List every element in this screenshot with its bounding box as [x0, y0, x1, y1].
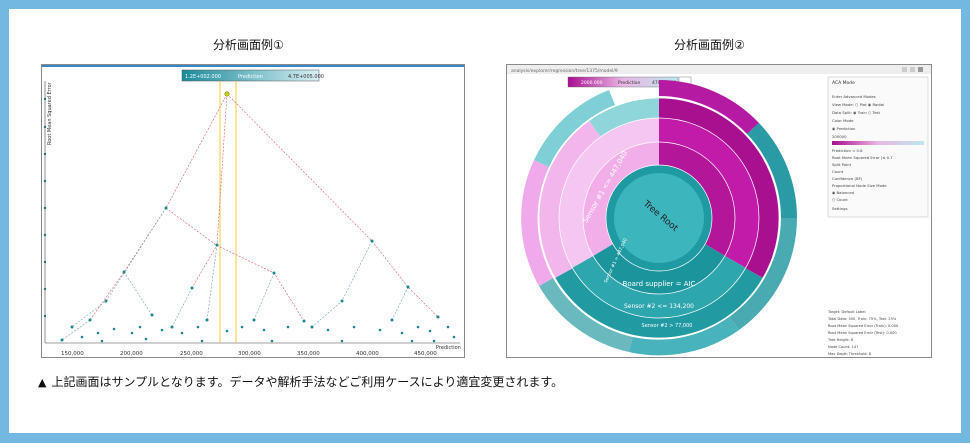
svg-text:2000.000: 2000.000	[581, 80, 603, 86]
sunburst-view: analysis/explorer/regression/tree/1375/m…	[507, 65, 931, 356]
svg-text:○ Count: ○ Count	[832, 197, 848, 202]
tree-nodes	[60, 91, 456, 343]
svg-text:Data Split: ◉ Train ○ Test: Data Split: ◉ Train ○ Test	[832, 110, 881, 115]
svg-text:Max Depth Threshold: 8: Max Depth Threshold: 8	[828, 352, 872, 356]
svg-text:Root Mean Squared Error (Test): Root Mean Squared Error (Test): 0.000	[828, 331, 897, 335]
svg-text:300,000: 300,000	[238, 351, 261, 357]
svg-text:400,000: 400,000	[356, 351, 379, 357]
svg-text:Settings: Settings	[832, 206, 848, 211]
svg-text:Count: Count	[832, 169, 844, 174]
sensor2-a-label: Sensor #2 <= 134,200	[624, 303, 694, 310]
svg-text:Proportional Node Size Mode: Proportional Node Size Mode	[832, 183, 887, 188]
svg-text:450,000: 450,000	[414, 351, 437, 357]
svg-text:Root Mean Squared Error (Train: Root Mean Squared Error (Train): 0.000	[828, 324, 899, 328]
analysis-screen-1: 1.2E+002.000 Prediction 4.7E+005.000 Roo…	[41, 64, 465, 358]
legend-min: 1.2E+002.000	[185, 74, 221, 80]
svg-text:Enter Advanced Modes: Enter Advanced Modes	[832, 94, 876, 99]
triangle-icon: ▲	[38, 376, 47, 389]
tree-plot: 1.2E+002.000 Prediction 4.7E+005.000 Roo…	[42, 65, 464, 357]
svg-text:Prediction < 0.8: Prediction < 0.8	[832, 148, 863, 153]
legend-label: Prediction	[238, 74, 263, 80]
sunburst-chart: Tree Root Sensor #1 <= 447,040 Sensor #1…	[521, 80, 797, 356]
svg-text:150,000: 150,000	[61, 351, 84, 357]
svg-text:Color Mode: Color Mode	[832, 118, 854, 123]
svg-text:Total Data: 500, Train: 75%, T: Total Data: 500, Train: 75%, Test: 25%	[827, 317, 897, 321]
analysis-screen-2: analysis/explorer/regression/tree/1375/m…	[506, 64, 932, 358]
svg-text:Target: Default Label: Target: Default Label	[827, 310, 865, 314]
svg-text:◉ Balanced: ◉ Balanced	[832, 190, 855, 195]
svg-text:200,000: 200,000	[120, 351, 143, 357]
svg-text:Node Count: 147: Node Count: 147	[828, 345, 858, 349]
board-supplier-label: Board supplier = AIC	[623, 280, 696, 288]
svg-text:200000: 200000	[832, 134, 847, 139]
footnote-text: 上記画面はサンプルとなります。データや解析手法などご利用ケースにより適宜変更され…	[51, 375, 564, 389]
prediction-legend-bar	[181, 69, 320, 82]
x-axis-label: Prediction	[436, 345, 461, 351]
svg-text:350,000: 350,000	[297, 351, 320, 357]
sensor2-b-label: Sensor #2 > 77,000	[642, 323, 693, 329]
x-ticks: 150,000 200,000 250,000 300,000 350,000 …	[61, 351, 437, 357]
svg-text:Split Point: Split Point	[832, 162, 852, 167]
svg-text:Prediction: Prediction	[618, 80, 641, 86]
svg-text:View Mode: ○ Plot ◉ Radial: View Mode: ○ Plot ◉ Radial	[832, 102, 884, 107]
y-axis-label: Root Mean Squared Error	[47, 81, 53, 145]
caption-left: 分析画面例①	[213, 38, 284, 52]
svg-text:ACA Mode: ACA Mode	[832, 80, 855, 86]
svg-text:250,000: 250,000	[180, 351, 203, 357]
svg-text:◉ Prediction: ◉ Prediction	[832, 126, 856, 131]
legend-max: 4.7E+005.000	[288, 74, 324, 80]
caption-right: 分析画面例②	[674, 38, 745, 52]
svg-text:Tree Height: 8: Tree Height: 8	[827, 338, 854, 342]
control-panel: ACA Mode Enter Advanced Modes View Mode:…	[827, 76, 929, 356]
address-bar[interactable]: analysis/explorer/regression/tree/1375/m…	[511, 68, 618, 74]
svg-text:Root Mean Squared Error (≤ 0.7: Root Mean Squared Error (≤ 0.7	[832, 155, 893, 160]
footnote: ▲ 上記画面はサンプルとなります。データや解析手法などご利用ケースにより適宜変更さ…	[38, 373, 563, 390]
svg-text:Confidence (BF): Confidence (BF)	[832, 176, 863, 181]
